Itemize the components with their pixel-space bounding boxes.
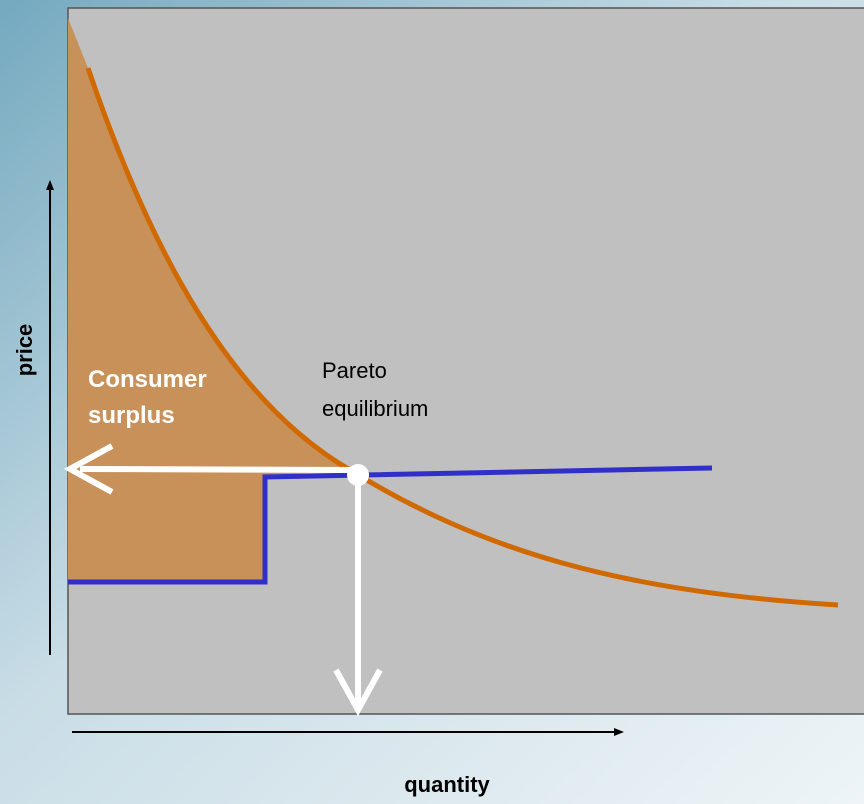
price-arrow: [79, 466, 356, 473]
consumer-surplus-label: surplus: [88, 402, 175, 429]
equilibrium-point: [347, 464, 369, 486]
equilibrium-label: Pareto: [322, 358, 387, 383]
supply-curve: [68, 465, 713, 585]
x-axis-label: quantity: [404, 772, 490, 797]
consumer-surplus-label: Consumer: [88, 366, 207, 393]
equilibrium-label: equilibrium: [322, 396, 428, 421]
price-arrow-head: [63, 443, 114, 495]
y-axis-label: price: [12, 324, 37, 377]
quantity-arrow-head: [333, 668, 383, 717]
consumer-surplus-area: [68, 18, 350, 582]
